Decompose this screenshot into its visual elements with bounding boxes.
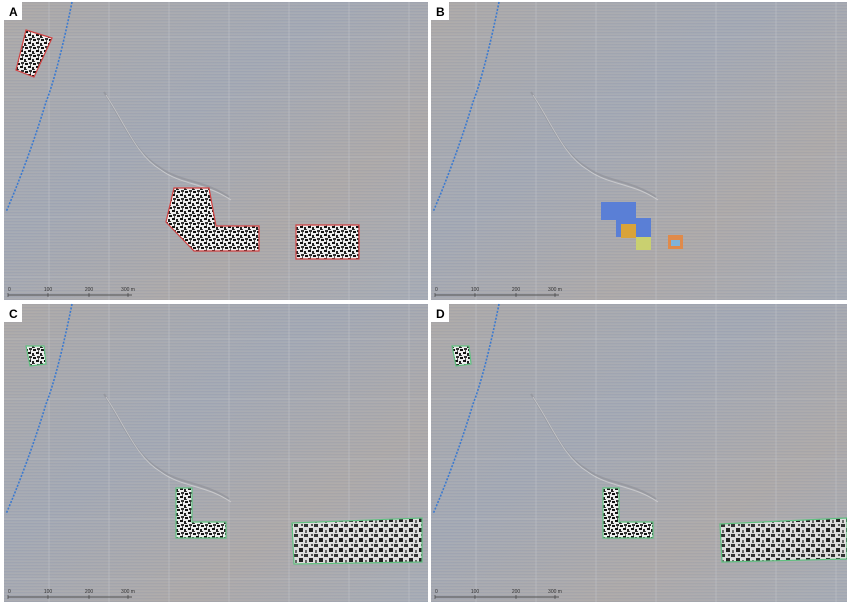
survey-area: [175, 487, 227, 539]
scale-label: 100: [44, 589, 53, 595]
scale-label: 0: [8, 589, 11, 595]
panel-label-box: [4, 2, 22, 20]
map-panel: A 0 100 200 300 m: [4, 1, 428, 300]
panel-label-box: [4, 304, 22, 322]
terrain-ridge: [532, 94, 659, 201]
map-panel: D 0 100 200 300 m: [431, 303, 847, 602]
panel-label: B: [436, 5, 445, 19]
scale-label: 0: [8, 287, 11, 293]
scale-label: 200: [512, 589, 521, 595]
terrain-ridge: [532, 396, 659, 503]
panel-label-box: [431, 304, 449, 322]
survey-area: [295, 224, 360, 260]
survey-area: [602, 487, 654, 539]
scale-label: 200: [85, 287, 94, 293]
scale-label: 300 m: [121, 589, 135, 595]
scale-label: 0: [435, 589, 438, 595]
survey-area: [291, 517, 423, 565]
survey-area: [25, 345, 47, 367]
map-tint: [4, 2, 428, 300]
stream: [5, 303, 73, 515]
stream: [432, 303, 500, 515]
panel-label: D: [436, 307, 445, 321]
map-panel: C 0 100 200 300 m: [4, 303, 428, 602]
scale-label: 100: [44, 287, 53, 293]
survey-area: [636, 237, 651, 250]
scale-label: 300 m: [548, 287, 562, 293]
survey-area: [719, 517, 847, 563]
map-tint: [431, 2, 847, 300]
survey-area: [621, 224, 636, 238]
scale-label: 300 m: [121, 287, 135, 293]
terrain-ridge: [105, 396, 232, 503]
map-panel: B 0 100 200 300 m: [431, 1, 847, 300]
panel-label: C: [9, 307, 18, 321]
survey-area: [451, 345, 472, 367]
scale-label: 100: [471, 287, 480, 293]
stream: [5, 1, 73, 213]
survey-area: [671, 240, 680, 246]
stream: [432, 1, 500, 213]
panel-label-box: [431, 2, 449, 20]
scale-label: 300 m: [548, 589, 562, 595]
survey-area: [15, 29, 53, 78]
panel-label: A: [9, 5, 18, 19]
scale-label: 0: [435, 287, 438, 293]
survey-area: [165, 187, 260, 252]
scale-label: 200: [85, 589, 94, 595]
scale-label: 100: [471, 589, 480, 595]
scale-label: 200: [512, 287, 521, 293]
